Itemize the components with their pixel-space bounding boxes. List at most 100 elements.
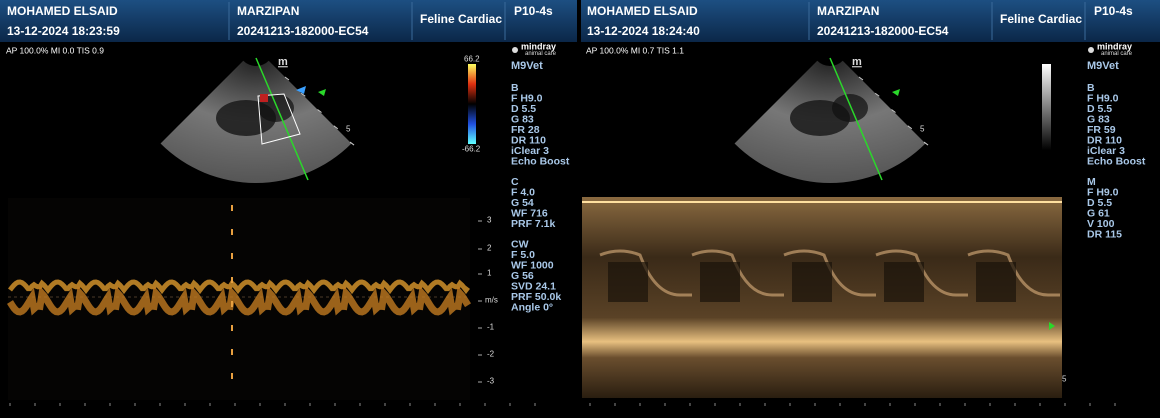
animal-name: MARZIPAN (237, 4, 299, 18)
patient-name: MOHAMED ELSAID (7, 4, 118, 18)
preset: Feline Cardiac (1000, 12, 1082, 26)
animal-name: MARZIPAN (817, 4, 879, 18)
marker (296, 86, 306, 94)
exam-id: 20241213-182000-EC54 (237, 24, 369, 38)
scale-label: -3 (487, 377, 495, 386)
logo-sub: animal care (1101, 51, 1133, 57)
param: F H9.0 (1087, 93, 1119, 105)
param: G 54 (511, 197, 534, 209)
depth-tick (300, 92, 306, 97)
color-box (257, 93, 301, 145)
param: FR 59 (1087, 124, 1116, 136)
mmode-wall (691, 249, 784, 297)
scale-label: 5 (1062, 375, 1067, 384)
exam-id: 20241213-182000-EC54 (817, 24, 949, 38)
param: PRF 7.1k (511, 218, 556, 230)
param: DR 110 (1087, 135, 1122, 147)
scale-label: 3 (487, 216, 492, 225)
marker (1049, 322, 1055, 330)
param-group-title: CW (511, 239, 529, 251)
mmode-wall (875, 249, 968, 297)
param: V 100 (1087, 218, 1115, 230)
doppler-wave (8, 279, 470, 295)
color-flow (260, 94, 268, 102)
depth-tick (907, 125, 913, 130)
param: G 61 (1087, 208, 1110, 220)
param: D 5.5 (511, 103, 536, 115)
gray-bar (1042, 64, 1051, 150)
depth-tick (891, 109, 896, 113)
param: G 56 (511, 270, 534, 282)
param: F H9.0 (511, 93, 543, 105)
logo-brand: mindray (1097, 41, 1132, 51)
param: Angle 0° (511, 302, 553, 314)
depth-tick (333, 125, 339, 130)
mmode-chamber (976, 262, 1016, 302)
cursor-line (829, 57, 883, 181)
depth-tick (284, 76, 290, 81)
date-time: 13-12-2024 18:23:59 (7, 24, 120, 38)
date-time: 13-12-2024 18:24:40 (587, 24, 700, 38)
depth-tick (874, 92, 880, 97)
param: PRF 50.0k (511, 291, 561, 303)
mmode-chamber (700, 262, 740, 302)
mmode-wall (967, 249, 1060, 297)
cursor-line (255, 57, 309, 181)
model: M9Vet (1087, 60, 1119, 72)
param-group-title: B (511, 82, 519, 94)
divider (577, 0, 581, 418)
focus-marker (892, 89, 900, 96)
mmode-wall (783, 249, 876, 297)
param: DR 110 (511, 135, 546, 147)
param: F H9.0 (1087, 187, 1119, 199)
param: WF 716 (511, 208, 548, 220)
mmode-chamber (792, 262, 832, 302)
param: F 5.0 (511, 249, 535, 261)
mmode-chamber (608, 262, 648, 302)
heart-chamber (832, 94, 868, 122)
patient-name: MOHAMED ELSAID (587, 4, 698, 18)
probe: P10-4s (514, 4, 553, 18)
mmode-wall (599, 249, 692, 297)
scale-label: -1 (487, 323, 495, 332)
logo-icon (512, 47, 518, 53)
scale-label: 2 (487, 244, 492, 253)
mmode-chamber (884, 262, 924, 302)
depth-tick (349, 141, 355, 146)
scale-label: m/s (485, 296, 498, 305)
sector-label: 5 (346, 125, 351, 134)
depth-tick (923, 141, 929, 146)
depth-tick (858, 76, 864, 81)
focus-marker (318, 89, 326, 96)
param: Echo Boost (511, 156, 570, 168)
param: DR 115 (1087, 229, 1122, 241)
sector-label: 5 (920, 125, 925, 134)
sector-label: m (278, 56, 288, 68)
status: AP 100.0% MI 0.7 TIS 1.1 (586, 45, 684, 55)
doppler-wave (7, 285, 471, 316)
color-bar (468, 64, 476, 144)
param: F 4.0 (511, 187, 535, 199)
param: SVD 24.1 (511, 281, 556, 293)
model: M9Vet (511, 60, 543, 72)
scale-label: -2 (487, 350, 495, 359)
scale-label: 1 (487, 269, 492, 278)
param: D 5.5 (1087, 197, 1112, 209)
param-group-title: M (1087, 176, 1096, 188)
color-bar-max: 66.2 (464, 55, 480, 64)
probe: P10-4s (1094, 4, 1133, 18)
param: Echo Boost (1087, 156, 1146, 168)
status: AP 100.0% MI 0.0 TIS 0.9 (6, 45, 104, 55)
param: G 83 (511, 114, 534, 126)
param: iClear 3 (511, 145, 549, 157)
color-bar-min: -66.2 (462, 145, 481, 154)
param: iClear 3 (1087, 145, 1125, 157)
logo-brand: mindray (521, 41, 556, 51)
param: D 5.5 (1087, 103, 1112, 115)
param: G 83 (1087, 114, 1110, 126)
param: FR 28 (511, 124, 540, 136)
logo-sub: animal care (525, 51, 557, 57)
sector-label: m (852, 56, 862, 68)
